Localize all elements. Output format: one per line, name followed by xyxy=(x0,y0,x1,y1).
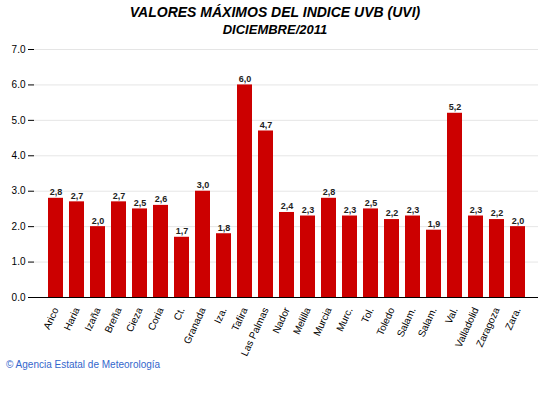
svg-text:6.0: 6.0 xyxy=(12,79,26,90)
svg-text:Toledo: Toledo xyxy=(374,305,397,337)
svg-text:3,0: 3,0 xyxy=(197,180,210,190)
svg-text:2,8: 2,8 xyxy=(50,187,63,197)
svg-text:2,3: 2,3 xyxy=(470,205,483,215)
svg-text:Melilla: Melilla xyxy=(291,305,313,336)
html-text:VALORES MÁXIMOS DEL INDICE UVB: VALORES MÁXIMOS DEL INDICE UVB (UVI) xyxy=(129,4,421,20)
svg-text:2.0: 2.0 xyxy=(12,221,26,232)
svg-text:2,3: 2,3 xyxy=(407,205,420,215)
html-text:© Agencia Estatal de Meteorolo: © Agencia Estatal de Meteorología xyxy=(6,359,161,370)
svg-text:4.0: 4.0 xyxy=(12,150,26,161)
svg-text:Zaragoza: Zaragoza xyxy=(474,305,502,348)
svg-text:Izaña: Izaña xyxy=(82,305,102,332)
svg-text:6,0: 6,0 xyxy=(239,74,252,84)
svg-text:Breña: Breña xyxy=(102,305,123,334)
svg-text:5,2: 5,2 xyxy=(449,102,462,112)
svg-text:Arico: Arico xyxy=(41,305,61,331)
svg-text:2,8: 2,8 xyxy=(323,187,336,197)
svg-text:Murcia: Murcia xyxy=(311,305,334,337)
svg-text:2,7: 2,7 xyxy=(71,191,84,201)
svg-text:7.0: 7.0 xyxy=(12,44,26,55)
svg-text:2,0: 2,0 xyxy=(512,216,525,226)
svg-text:3.0: 3.0 xyxy=(12,185,26,196)
svg-text:2,5: 2,5 xyxy=(365,198,378,208)
svg-text:Tol.: Tol. xyxy=(359,306,376,325)
svg-text:2,2: 2,2 xyxy=(386,208,399,218)
svg-text:2,7: 2,7 xyxy=(113,191,126,201)
svg-text:2,3: 2,3 xyxy=(344,205,357,215)
svg-text:2,2: 2,2 xyxy=(491,208,504,218)
svg-text:Ct.: Ct. xyxy=(171,306,186,322)
svg-text:2,5: 2,5 xyxy=(134,198,147,208)
svg-text:Haria: Haria xyxy=(62,305,82,332)
svg-text:4,7: 4,7 xyxy=(260,120,273,130)
svg-text:Zara.: Zara. xyxy=(503,306,523,332)
svg-text:Salam.: Salam. xyxy=(395,306,418,339)
svg-text:2,6: 2,6 xyxy=(155,194,168,204)
svg-text:Coria: Coria xyxy=(146,305,166,332)
svg-text:Valladolid: Valladolid xyxy=(452,305,481,349)
svg-text:Las Palmas: Las Palmas xyxy=(239,306,271,358)
svg-text:2,4: 2,4 xyxy=(281,201,294,211)
svg-text:Iza.: Iza. xyxy=(212,306,229,325)
svg-text:1,7: 1,7 xyxy=(176,226,189,236)
svg-text:1,8: 1,8 xyxy=(218,223,231,233)
svg-text:Murc.: Murc. xyxy=(334,306,355,333)
svg-text:5.0: 5.0 xyxy=(12,115,26,126)
svg-text:Nador: Nador xyxy=(270,305,292,335)
svg-text:Val.: Val. xyxy=(443,306,460,326)
svg-text:1,9: 1,9 xyxy=(428,219,441,229)
html-text:DICIEMBRE/2011: DICIEMBRE/2011 xyxy=(222,22,328,37)
svg-text:Tafira: Tafira xyxy=(229,305,249,332)
svg-text:2,0: 2,0 xyxy=(92,216,105,226)
svg-text:Salam.: Salam. xyxy=(416,306,439,339)
svg-text:Cieza: Cieza xyxy=(124,305,145,333)
svg-text:0.0: 0.0 xyxy=(12,292,26,303)
svg-text:Granada: Granada xyxy=(181,305,208,345)
svg-text:1.0: 1.0 xyxy=(12,256,26,267)
svg-text:2,3: 2,3 xyxy=(302,205,315,215)
